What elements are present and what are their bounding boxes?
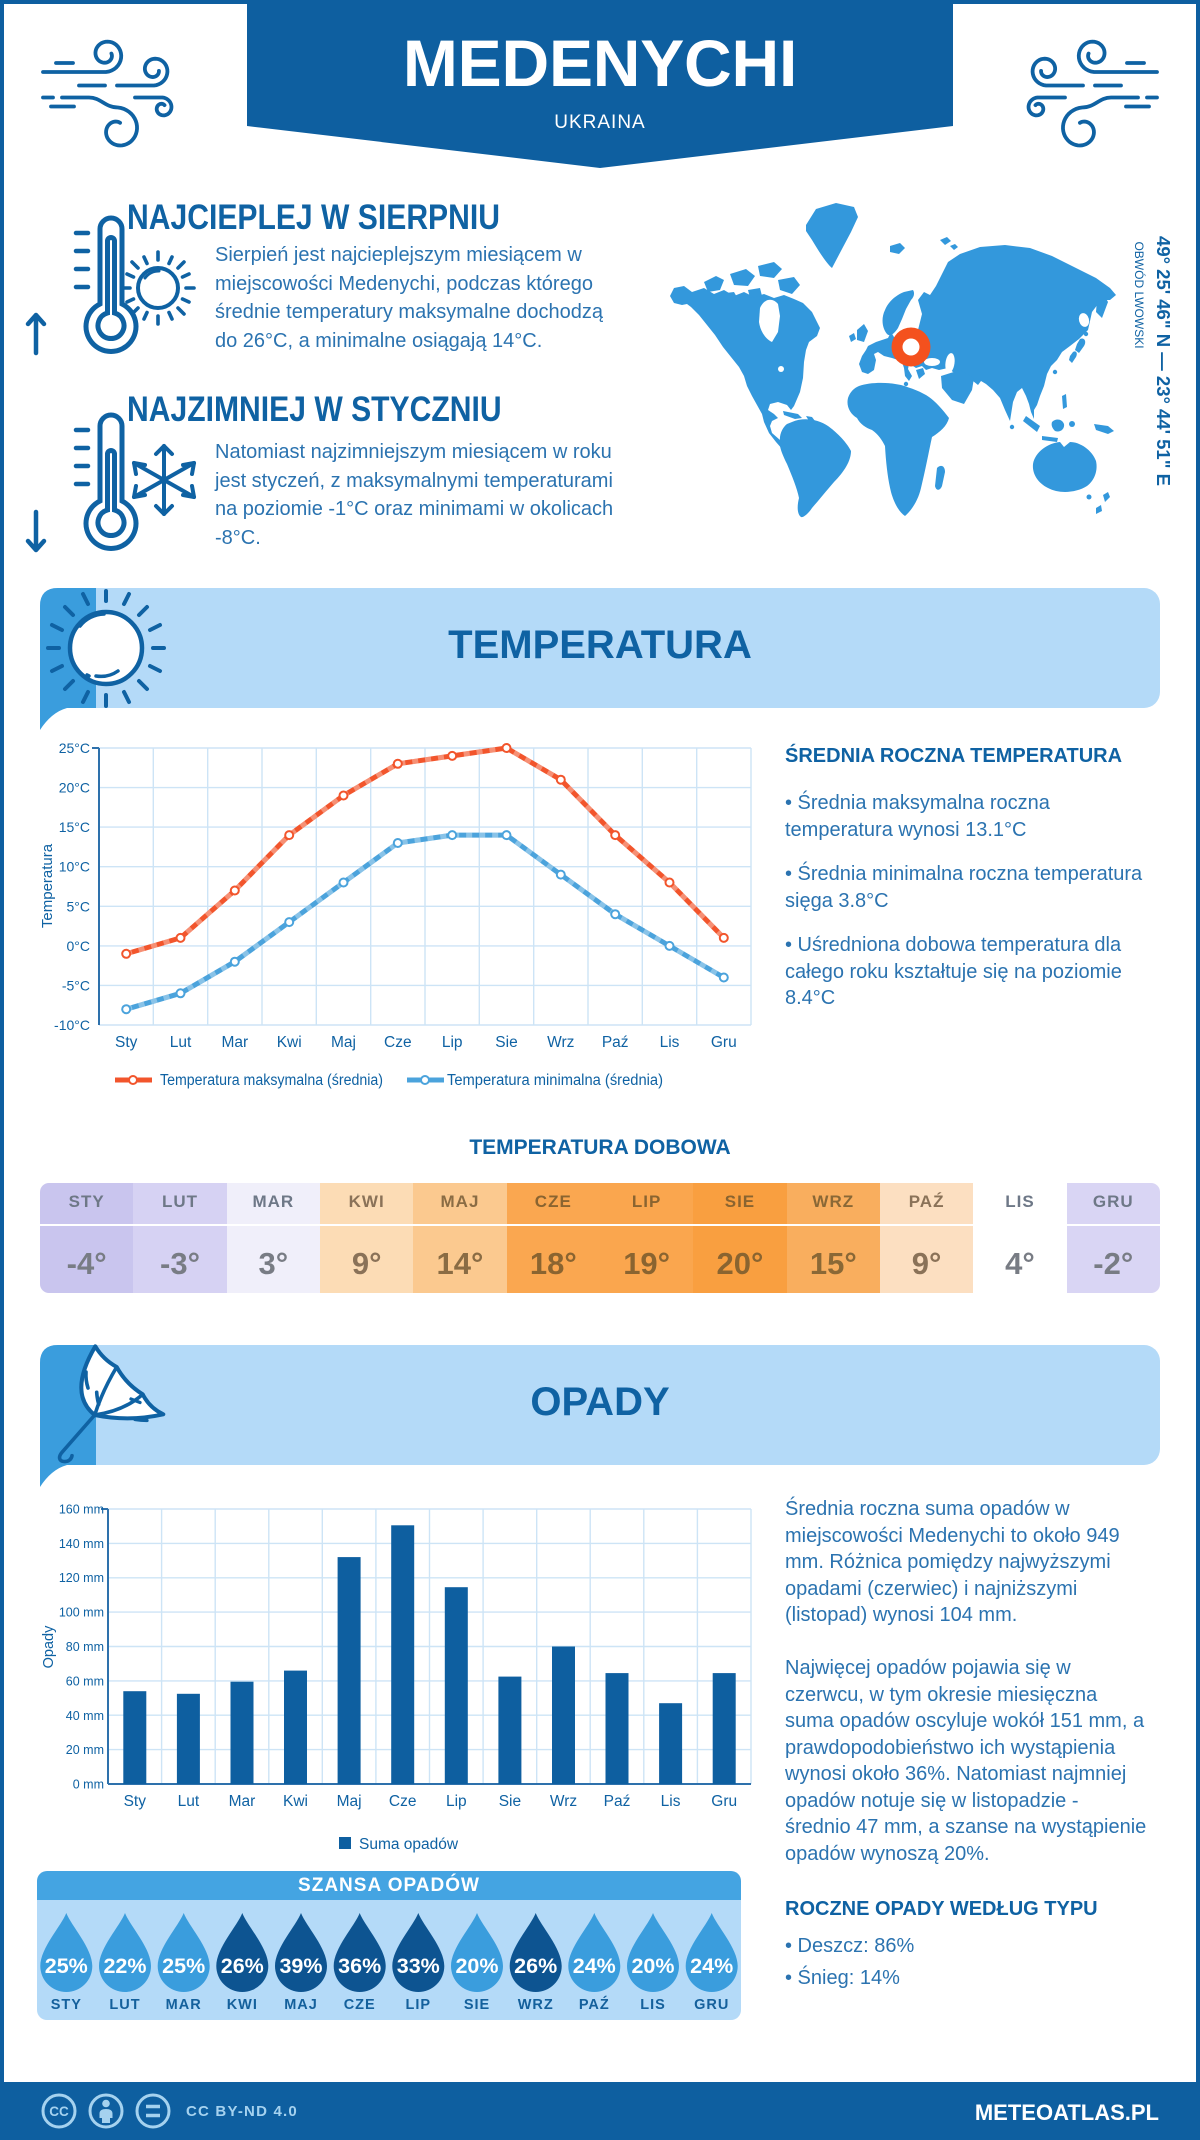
svg-text:LUT: LUT: [109, 1997, 140, 2013]
svg-text:20°C: 20°C: [59, 780, 90, 796]
svg-text:SIE: SIE: [464, 1997, 490, 2013]
svg-text:40 mm: 40 mm: [66, 1709, 104, 1723]
svg-text:Wrz: Wrz: [547, 1034, 574, 1051]
svg-text:24%: 24%: [573, 1954, 616, 1978]
svg-text:Paź: Paź: [604, 1793, 631, 1810]
svg-text:10°C: 10°C: [59, 859, 90, 875]
svg-text:Mar: Mar: [221, 1034, 248, 1051]
svg-text:Temperatura: Temperatura: [40, 843, 56, 928]
svg-text:33%: 33%: [397, 1954, 440, 1978]
svg-text:KWI: KWI: [227, 1997, 258, 2013]
svg-text:Gru: Gru: [711, 1034, 737, 1051]
svg-text:Lut: Lut: [178, 1793, 200, 1810]
svg-text:Mar: Mar: [229, 1793, 256, 1810]
svg-text:Paź: Paź: [602, 1034, 629, 1051]
svg-text:Lip: Lip: [446, 1793, 467, 1810]
svg-text:25%: 25%: [45, 1954, 88, 1978]
svg-text:Sie: Sie: [495, 1034, 517, 1051]
svg-text:Wrz: Wrz: [550, 1793, 577, 1810]
svg-text:20 mm: 20 mm: [66, 1743, 104, 1757]
svg-text:PAŹ: PAŹ: [579, 1996, 610, 2013]
svg-text:Lis: Lis: [661, 1793, 681, 1810]
svg-text:Lut: Lut: [170, 1034, 192, 1051]
svg-text:WRZ: WRZ: [518, 1997, 554, 2013]
svg-text:26%: 26%: [221, 1954, 264, 1978]
svg-text:Kwi: Kwi: [283, 1793, 308, 1810]
svg-text:Sty: Sty: [124, 1793, 147, 1810]
svg-text:GRU: GRU: [694, 1997, 729, 2013]
svg-text:-10°C: -10°C: [54, 1017, 90, 1033]
svg-text:Opady: Opady: [41, 1625, 57, 1668]
svg-text:60 mm: 60 mm: [66, 1674, 104, 1688]
svg-text:26%: 26%: [514, 1954, 557, 1978]
svg-text:39%: 39%: [279, 1954, 322, 1978]
svg-text:140 mm: 140 mm: [59, 1537, 104, 1551]
svg-text:5°C: 5°C: [67, 898, 91, 914]
svg-text:20%: 20%: [631, 1954, 674, 1978]
svg-text:80 mm: 80 mm: [66, 1640, 104, 1654]
svg-text:CC: CC: [49, 2104, 69, 2119]
svg-text:Temperatura maksymalna (średni: Temperatura maksymalna (średnia): [160, 1072, 383, 1089]
svg-text:Temperatura minimalna (średnia: Temperatura minimalna (średnia): [447, 1072, 663, 1089]
svg-text:Cze: Cze: [389, 1793, 417, 1810]
svg-text:LIS: LIS: [640, 1997, 666, 2013]
svg-text:120 mm: 120 mm: [59, 1571, 104, 1585]
svg-text:STY: STY: [51, 1997, 82, 2013]
svg-text:0 mm: 0 mm: [73, 1778, 104, 1792]
svg-text:25%: 25%: [162, 1954, 205, 1978]
svg-text:36%: 36%: [338, 1954, 381, 1978]
svg-text:160 mm: 160 mm: [59, 1503, 104, 1517]
svg-text:Kwi: Kwi: [277, 1034, 302, 1051]
svg-text:Maj: Maj: [331, 1034, 356, 1051]
svg-text:15°C: 15°C: [59, 819, 90, 835]
svg-text:Gru: Gru: [711, 1793, 737, 1810]
svg-text:Maj: Maj: [337, 1793, 362, 1810]
svg-text:MAR: MAR: [166, 1997, 202, 2013]
svg-text:100 mm: 100 mm: [59, 1606, 104, 1620]
svg-text:Cze: Cze: [384, 1034, 412, 1051]
svg-text:25°C: 25°C: [59, 740, 90, 756]
svg-text:-5°C: -5°C: [62, 977, 90, 993]
svg-text:20%: 20%: [455, 1954, 498, 1978]
svg-text:Sty: Sty: [115, 1034, 138, 1051]
svg-text:Lis: Lis: [660, 1034, 680, 1051]
svg-text:Lip: Lip: [442, 1034, 463, 1051]
svg-text:24%: 24%: [690, 1954, 733, 1978]
svg-text:22%: 22%: [103, 1954, 146, 1978]
svg-text:LIP: LIP: [406, 1997, 432, 2013]
svg-text:CZE: CZE: [344, 1997, 376, 2013]
svg-text:0°C: 0°C: [67, 938, 91, 954]
svg-text:MAJ: MAJ: [284, 1997, 318, 2013]
svg-text:Sie: Sie: [499, 1793, 521, 1810]
